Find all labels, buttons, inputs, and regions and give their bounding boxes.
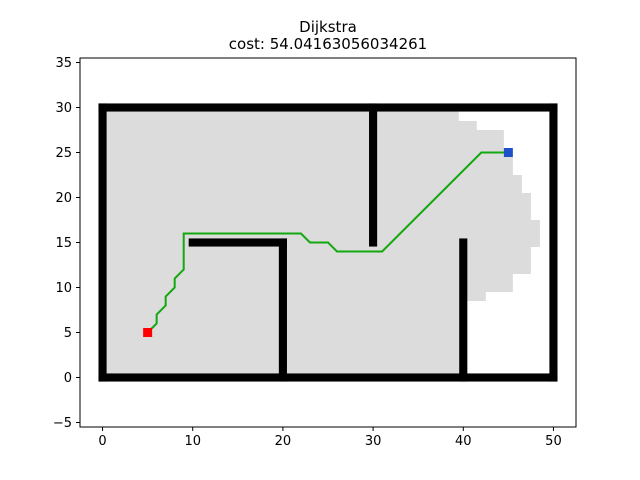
obstacle-walls	[98, 103, 558, 382]
x-tick-label-50: 50	[545, 434, 562, 449]
plot-area	[79, 57, 577, 428]
cost-prefix: cost:	[229, 35, 270, 53]
obstacle-outer-bottom	[98, 373, 558, 382]
x-tick-label-20: 20	[275, 434, 292, 449]
goal-marker	[503, 148, 513, 157]
x-axis-ticks: 0 10 20 30 40 50	[98, 427, 562, 449]
obstacle-outer-top	[98, 103, 558, 112]
y-tick-label-5: 5	[64, 326, 72, 341]
x-tick-label-0: 0	[98, 434, 106, 449]
y-tick-label-0: 0	[64, 371, 72, 386]
cost-value: 54.04163056034261	[270, 35, 427, 53]
obstacle-inner-wall-b	[369, 103, 378, 247]
x-tick-label-10: 10	[184, 434, 201, 449]
y-axis-ticks: −5 0 5 10 15 20 25 30 35	[53, 56, 80, 431]
y-tick-label-35: 35	[55, 56, 72, 71]
obstacle-inner-wall-a-vertical	[278, 238, 287, 382]
x-tick-label-40: 40	[455, 434, 472, 449]
x-tick-label-30: 30	[365, 434, 382, 449]
obstacle-outer-left	[98, 103, 107, 382]
chart-title: Dijkstra	[299, 18, 357, 36]
y-tick-label-30: 30	[55, 101, 72, 116]
y-tick-label-20: 20	[55, 191, 72, 206]
y-tick-label-10: 10	[55, 281, 72, 296]
obstacle-inner-wall-c	[459, 238, 468, 382]
obstacle-outer-right	[549, 103, 558, 382]
y-tick-label--5: −5	[53, 416, 72, 431]
y-tick-label-25: 25	[55, 146, 72, 161]
start-marker	[143, 328, 153, 337]
y-tick-label-15: 15	[55, 236, 72, 251]
chart-subtitle: cost: 54.04163056034261	[229, 35, 427, 53]
obstacle-inner-wall-a-top	[188, 238, 287, 247]
dijkstra-path-line	[146, 151, 509, 334]
